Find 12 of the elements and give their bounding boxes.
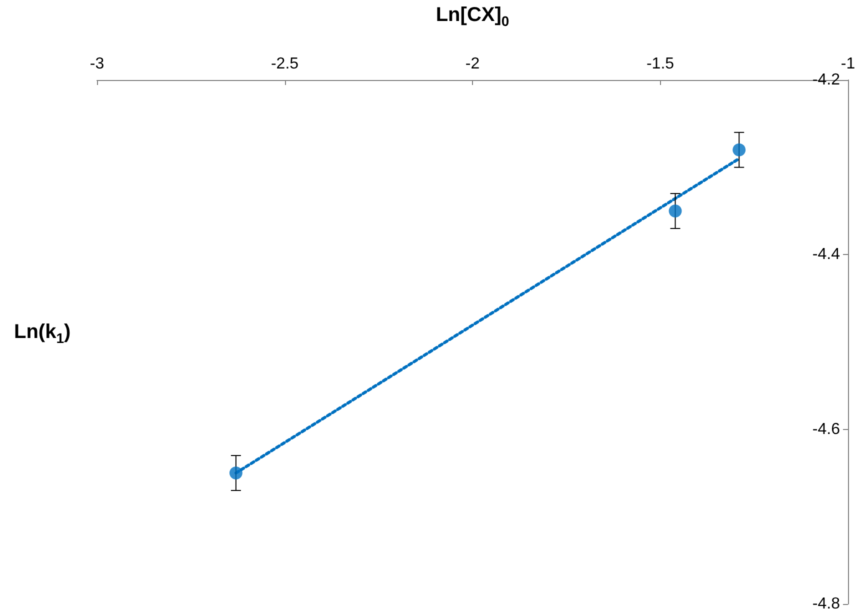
x-tick-label: -2 (465, 56, 480, 72)
y-tick-label: -4.8 (812, 596, 840, 612)
point (229, 466, 242, 480)
y-tick-label: -4.2 (812, 72, 840, 88)
x-tick-label: -1 (840, 56, 856, 72)
y-tick-label: -4.4 (812, 246, 840, 264)
y-tick-label: -4.6 (812, 420, 840, 438)
point (668, 204, 682, 218)
point (732, 143, 746, 156)
x-tick-label: -2.5 (270, 56, 299, 72)
x-tick-label: -1.5 (646, 56, 674, 72)
x-tick-label: -3 (90, 56, 104, 72)
